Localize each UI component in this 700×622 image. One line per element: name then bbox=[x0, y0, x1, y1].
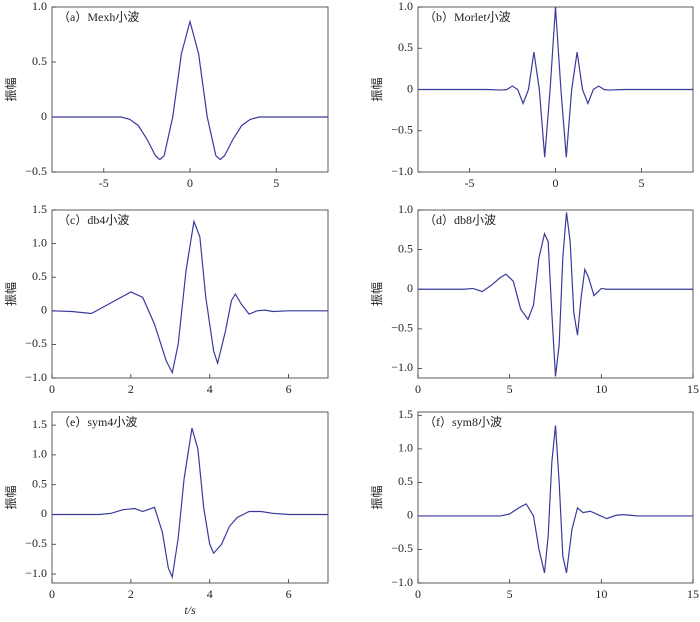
x-tick-label: 0 bbox=[49, 382, 55, 396]
y-tick-label: 0 bbox=[407, 508, 413, 522]
y-axis-label: 振幅 bbox=[369, 485, 384, 509]
x-axis-label: t/s bbox=[184, 603, 196, 617]
y-tick-label: 1.0 bbox=[32, 447, 47, 461]
y-tick-label: −0.5 bbox=[391, 321, 413, 335]
y-tick-label: 1.0 bbox=[32, 0, 47, 13]
x-tick-label: 4 bbox=[207, 587, 213, 601]
x-tick-label: 2 bbox=[128, 587, 134, 601]
x-tick-label: 5 bbox=[273, 176, 279, 190]
x-tick-label: 6 bbox=[286, 382, 292, 396]
y-tick-label: 0 bbox=[41, 303, 47, 317]
y-tick-label: −0.5 bbox=[25, 336, 47, 350]
x-tick-label: -5 bbox=[99, 176, 109, 190]
x-tick-label: -5 bbox=[465, 176, 475, 190]
y-tick-label: 1.0 bbox=[398, 441, 413, 455]
y-tick-label: 0.5 bbox=[32, 476, 47, 490]
wavelet-line bbox=[52, 427, 328, 580]
y-tick-label: −0.5 bbox=[25, 536, 47, 550]
y-axis-label: 振幅 bbox=[3, 282, 18, 306]
x-tick-label: 6 bbox=[286, 587, 292, 601]
plot-frame bbox=[51, 6, 329, 173]
y-tick-label: 1.5 bbox=[32, 417, 47, 431]
y-tick-label: 0.5 bbox=[398, 40, 413, 54]
x-tick-label: 10 bbox=[595, 587, 607, 601]
panel-title: （a）Mexh小波 bbox=[58, 10, 139, 24]
y-tick-label: −0.5 bbox=[25, 164, 47, 178]
wavelet-line bbox=[418, 6, 693, 158]
panel-title: （d）db8小波 bbox=[424, 213, 496, 227]
x-tick-label: 5 bbox=[638, 176, 644, 190]
x-tick-label: 4 bbox=[207, 382, 213, 396]
x-tick-label: 0 bbox=[415, 382, 421, 396]
panel-title: （b）Morlet小波 bbox=[424, 10, 511, 24]
wavelet-line bbox=[418, 425, 693, 574]
y-tick-label: 0.5 bbox=[398, 241, 413, 255]
y-tick-label: −1.0 bbox=[25, 566, 47, 580]
y-tick-label: 0.5 bbox=[398, 474, 413, 488]
y-tick-label: 0 bbox=[41, 109, 47, 123]
y-tick-label: 0 bbox=[41, 506, 47, 520]
y-tick-label: −0.5 bbox=[391, 541, 413, 555]
wavelet-line bbox=[51, 219, 328, 375]
y-tick-label: −1.0 bbox=[25, 370, 47, 384]
panel-title: （f）sym8小波 bbox=[424, 415, 502, 429]
panel-title: （e）sym4小波 bbox=[58, 415, 137, 429]
y-axis-label: 振幅 bbox=[3, 485, 18, 509]
y-tick-label: −1.0 bbox=[391, 575, 413, 589]
plot-frame bbox=[51, 209, 329, 379]
plot-frame bbox=[417, 209, 694, 379]
plot-frame bbox=[417, 411, 694, 584]
x-tick-label: 15 bbox=[687, 587, 699, 601]
wavelet-line bbox=[418, 212, 693, 377]
x-tick-label: 0 bbox=[49, 587, 55, 601]
y-axis-label: 振幅 bbox=[369, 282, 384, 306]
y-tick-label: 1.5 bbox=[398, 407, 413, 421]
y-axis-label: 振幅 bbox=[3, 77, 18, 101]
x-tick-label: 10 bbox=[595, 382, 607, 396]
panel-title: （c）db4小波 bbox=[58, 213, 129, 227]
y-tick-label: −1.0 bbox=[391, 360, 413, 374]
y-tick-label: 1.0 bbox=[32, 235, 47, 249]
x-tick-label: 5 bbox=[507, 382, 513, 396]
x-tick-label: 0 bbox=[187, 176, 193, 190]
y-tick-label: −1.0 bbox=[391, 164, 413, 178]
x-tick-label: 2 bbox=[128, 382, 134, 396]
x-tick-label: 15 bbox=[687, 382, 699, 396]
y-tick-label: 1.5 bbox=[32, 202, 47, 216]
y-axis-label: 振幅 bbox=[369, 77, 384, 101]
x-tick-label: 0 bbox=[415, 587, 421, 601]
x-tick-label: 5 bbox=[507, 587, 513, 601]
x-tick-label: 0 bbox=[553, 176, 559, 190]
y-tick-label: 1.0 bbox=[398, 202, 413, 216]
y-tick-label: 0.5 bbox=[32, 269, 47, 283]
y-tick-label: 0 bbox=[407, 281, 413, 295]
y-tick-label: 1.0 bbox=[398, 0, 413, 13]
wavelet-line bbox=[52, 19, 328, 161]
y-tick-label: 0 bbox=[407, 81, 413, 95]
y-tick-label: 0.5 bbox=[32, 54, 47, 68]
plot-frame bbox=[51, 411, 329, 584]
y-tick-label: −0.5 bbox=[391, 123, 413, 137]
